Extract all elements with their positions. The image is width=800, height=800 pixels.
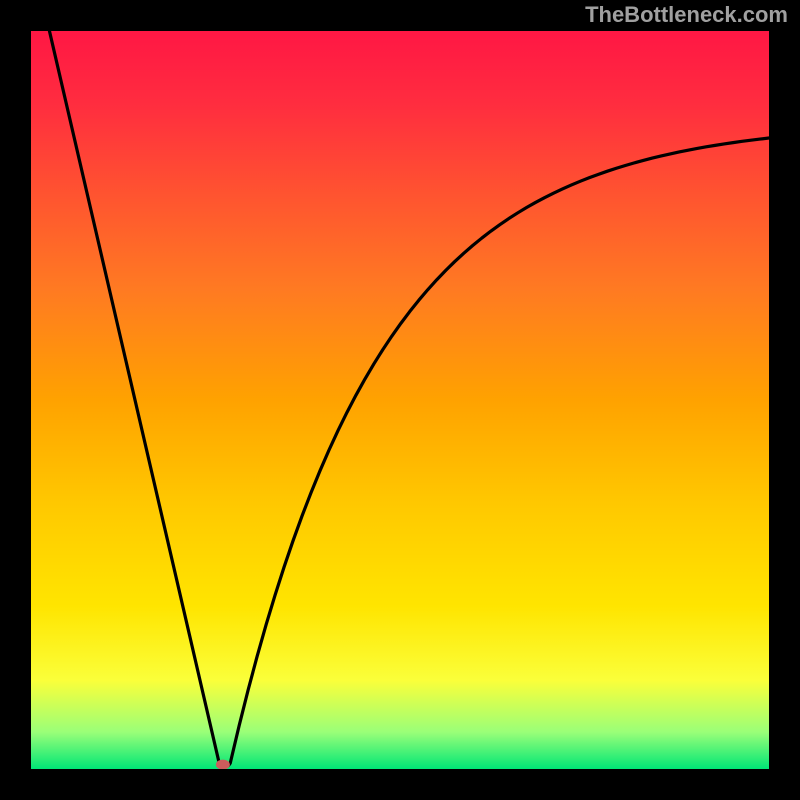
watermark-text: TheBottleneck.com (585, 2, 788, 28)
bottleneck-chart (31, 31, 769, 769)
gradient-background (31, 31, 769, 769)
chart-canvas (31, 31, 769, 769)
